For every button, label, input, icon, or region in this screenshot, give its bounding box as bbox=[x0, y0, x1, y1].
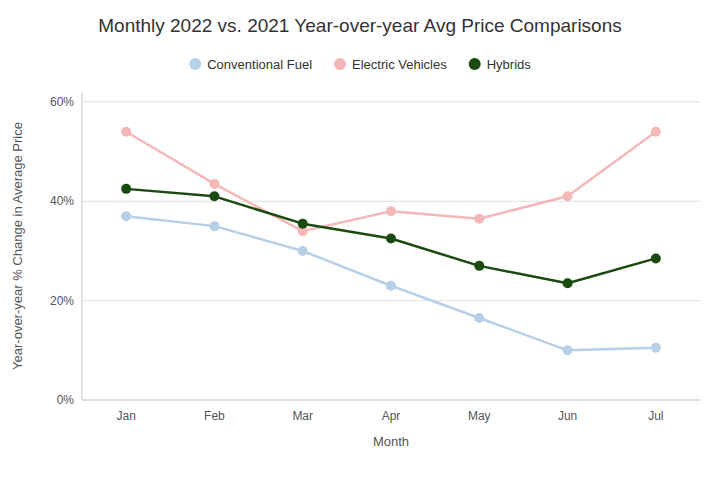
y-axis-line bbox=[82, 92, 83, 400]
point bbox=[563, 345, 573, 355]
point bbox=[563, 278, 573, 288]
point bbox=[209, 221, 219, 231]
legend-item: Hybrids bbox=[469, 57, 532, 72]
point bbox=[386, 234, 396, 244]
legend-label: Conventional Fuel bbox=[207, 57, 312, 72]
x-tick-label: Apr bbox=[382, 409, 401, 423]
grid-line bbox=[82, 201, 700, 202]
x-axis-label: Month bbox=[373, 434, 409, 449]
x-tick-label: Mar bbox=[292, 409, 313, 423]
x-axis-line bbox=[82, 400, 700, 401]
y-tick-label: 60% bbox=[50, 95, 74, 109]
line bbox=[126, 132, 656, 231]
line bbox=[126, 216, 656, 350]
legend: Conventional Fuel Electric Vehicles Hybrid… bbox=[189, 57, 531, 72]
legend-item: Electric Vehicles bbox=[334, 57, 447, 72]
x-tick-label: Jan bbox=[116, 409, 135, 423]
legend-swatch bbox=[469, 58, 481, 70]
point bbox=[121, 127, 131, 137]
chart-container: Monthly 2022 vs. 2021 Year-over-year Avg… bbox=[0, 0, 720, 480]
point bbox=[563, 191, 573, 201]
legend-item: Conventional Fuel bbox=[189, 57, 312, 72]
chart: Monthly 2022 vs. 2021 Year-over-year Avg… bbox=[0, 0, 720, 480]
point bbox=[298, 246, 308, 256]
point bbox=[386, 206, 396, 216]
legend-label: Electric Vehicles bbox=[352, 57, 447, 72]
grid-line bbox=[82, 101, 700, 102]
legend-swatch bbox=[189, 58, 201, 70]
series bbox=[121, 211, 661, 355]
point bbox=[209, 179, 219, 189]
y-tick-label: 20% bbox=[50, 294, 74, 308]
point bbox=[651, 253, 661, 263]
y-tick-label: 40% bbox=[50, 194, 74, 208]
grid-line bbox=[82, 300, 700, 301]
legend-label: Hybrids bbox=[487, 57, 532, 72]
x-tick-label: Jun bbox=[558, 409, 577, 423]
x-axis: Jan Feb Mar Apr May Jun Jul bbox=[116, 409, 663, 423]
y-tick-label: 0% bbox=[57, 393, 75, 407]
title: Monthly 2022 vs. 2021 Year-over-year Avg… bbox=[98, 15, 621, 36]
legend-swatch bbox=[334, 58, 346, 70]
series bbox=[121, 127, 661, 236]
y-axis: 0% 20% 40% 60% bbox=[50, 95, 700, 407]
point bbox=[651, 343, 661, 353]
point bbox=[298, 219, 308, 229]
point bbox=[121, 184, 131, 194]
plot-area bbox=[121, 127, 661, 356]
point bbox=[209, 191, 219, 201]
point bbox=[474, 261, 484, 271]
grid-line bbox=[82, 400, 700, 401]
line bbox=[126, 189, 656, 283]
point bbox=[474, 313, 484, 323]
series bbox=[121, 184, 661, 288]
x-tick-label: Jul bbox=[648, 409, 663, 423]
point bbox=[651, 127, 661, 137]
x-tick-label: May bbox=[468, 409, 491, 423]
y-axis-label: Year-over-year % Change in Average Price bbox=[10, 122, 25, 370]
point bbox=[474, 214, 484, 224]
point bbox=[386, 281, 396, 291]
point bbox=[121, 211, 131, 221]
x-tick-label: Feb bbox=[204, 409, 225, 423]
